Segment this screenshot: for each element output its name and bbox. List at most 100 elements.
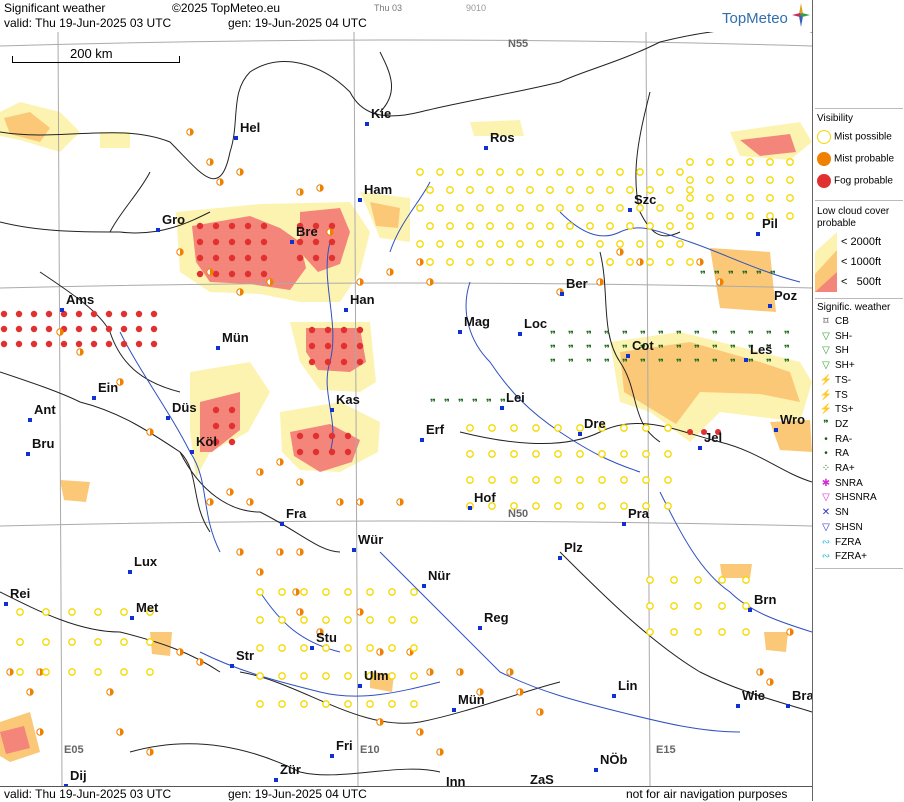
lowcloud-legend-label: < 2000ft xyxy=(841,236,882,248)
city-marker xyxy=(92,396,96,400)
svg-text:❞: ❞ xyxy=(586,330,592,341)
svg-text:❞: ❞ xyxy=(748,330,754,341)
svg-text:❞: ❞ xyxy=(550,358,556,369)
city-label: Wro xyxy=(780,412,806,427)
city-label: Ant xyxy=(34,402,56,417)
visibility-title: Visibility xyxy=(817,113,853,124)
sigwx-legend-label: SH+ xyxy=(835,360,855,372)
sigwx-legend-label: SH xyxy=(835,345,849,357)
shower-icon: ▽ xyxy=(822,345,830,357)
svg-text:❞: ❞ xyxy=(784,358,790,369)
city-marker xyxy=(468,506,472,510)
city-marker xyxy=(500,406,504,410)
city-label: Lei xyxy=(506,390,525,405)
city-label: Mag xyxy=(464,314,490,329)
freezing-rain-heavy-icon: ∾ xyxy=(821,551,831,563)
city-marker xyxy=(156,228,160,232)
svg-text:❞: ❞ xyxy=(658,358,664,369)
city-marker xyxy=(280,522,284,526)
svg-text:❞: ❞ xyxy=(712,358,718,369)
sigwx-legend-label: SNRA xyxy=(835,477,863,489)
svg-text:❞: ❞ xyxy=(586,344,592,355)
city-label: Fri xyxy=(336,738,353,753)
svg-text:❞: ❞ xyxy=(676,358,682,369)
svg-text:❞: ❞ xyxy=(658,344,664,355)
city-label: Bre xyxy=(296,224,318,239)
svg-text:❞: ❞ xyxy=(712,330,718,341)
city-marker xyxy=(756,232,760,236)
cb-icon: ⌑ xyxy=(823,316,829,327)
svg-text:❞: ❞ xyxy=(676,344,682,355)
city-marker xyxy=(60,308,64,312)
city-label: Gro xyxy=(162,212,186,227)
svg-text:❞: ❞ xyxy=(640,358,646,369)
city-label: Wür xyxy=(358,532,384,547)
city-label: Loc xyxy=(524,316,548,331)
city-label: Pil xyxy=(762,216,778,231)
svg-text:❞: ❞ xyxy=(444,398,450,409)
city-marker xyxy=(558,556,562,560)
visibility-legend-label: Fog probable xyxy=(834,175,893,187)
svg-text:❞: ❞ xyxy=(748,344,754,355)
city-label: Pra xyxy=(628,506,649,521)
city-marker xyxy=(234,136,238,140)
sleet-icon: ✱ xyxy=(821,477,831,489)
map-header: Significant weather ©2025 TopMeteo.eu Th… xyxy=(0,0,812,33)
rain-heavy-icon: ⁘ xyxy=(821,463,831,474)
city-label: Bru xyxy=(32,436,55,451)
svg-text:❞: ❞ xyxy=(500,398,506,409)
weather-map[interactable]: ❞ ❞ ❞ ❞ ❞ ❞ ❞ ❞ ❞ ❞ ❞ ❞ ❞ ❞ ❞ ❞ ❞ ❞ ❞ ❞ ❞ ❞ ❞ ❞ ❞ ❞ ❞ ❞ ❞ ❞ ❞ ❞ ❞ ❞ ❞ ❞ ❞ ❞ ❞ ❞… xyxy=(0,32,812,786)
city-label: Inn xyxy=(446,774,466,786)
city-marker xyxy=(274,778,278,782)
shower-heavy-icon: ▽ xyxy=(822,360,830,372)
city-label: Ros xyxy=(490,130,515,145)
svg-text:❞: ❞ xyxy=(550,344,556,355)
sigwx-legend-label: DZ xyxy=(835,418,849,430)
svg-text:❞: ❞ xyxy=(766,344,772,355)
city-marker xyxy=(216,346,220,350)
scale-label: 200 km xyxy=(70,46,113,61)
visibility-legend-item: Mist possible xyxy=(817,130,892,144)
svg-text:❞: ❞ xyxy=(728,270,734,281)
city-label: Plz xyxy=(564,540,583,555)
svg-text:❞: ❞ xyxy=(748,358,754,369)
city-label: Cot xyxy=(632,338,654,353)
city-marker xyxy=(748,608,752,612)
city-marker xyxy=(578,432,582,436)
city-label: Szc xyxy=(634,192,657,207)
city-label: Ams xyxy=(66,292,95,307)
city-marker xyxy=(4,602,8,606)
footer-gen: gen: 19-Jun-2025 04 UTC xyxy=(228,787,367,801)
svg-text:❞: ❞ xyxy=(694,330,700,341)
city-marker xyxy=(330,408,334,412)
city-label: Ein xyxy=(98,380,119,395)
sigwx-legend-label: RA xyxy=(835,448,849,460)
city-marker xyxy=(458,330,462,334)
footer-disclaimer: not for air navigation purposes xyxy=(626,787,788,801)
city-label: Dre xyxy=(584,416,606,431)
sigwx-legend-item: ▽ SHSN xyxy=(817,522,863,533)
svg-text:❞: ❞ xyxy=(604,344,610,355)
city-marker xyxy=(774,428,778,432)
sigwx-legend-label: SHSNRA xyxy=(835,492,877,504)
thunderstorm-icon: ⚡ xyxy=(819,389,833,401)
city-marker xyxy=(290,240,294,244)
city-label: Hel xyxy=(240,120,261,135)
city-label: Jel xyxy=(704,430,723,445)
lowcloud-legend: < 2000ft < 1000ft < 500ft xyxy=(813,232,904,292)
city-label: Poz xyxy=(774,288,798,303)
footer-valid: valid: Thu 19-Jun-2025 03 UTC xyxy=(4,787,172,801)
sigwx-legend-label: FZRA xyxy=(835,536,862,548)
sigwx-legend-item: ❞ DZ xyxy=(817,419,848,430)
lowcloud-legend-label: < 500ft xyxy=(841,276,882,288)
sleet-shower-icon: ▽ xyxy=(822,492,830,504)
shower-light-icon: ▽ xyxy=(822,330,830,342)
city-label: Kie xyxy=(371,106,392,121)
legend-panel: Visibility Mist possible Mist probable Fog… xyxy=(812,0,904,801)
sigwx-legend-item: ▽ SHSNRA xyxy=(817,492,877,503)
city-marker xyxy=(698,446,702,450)
city-marker xyxy=(422,584,426,588)
sigwx-legend-item: ▽ SH xyxy=(817,345,849,356)
city-marker xyxy=(64,784,68,786)
svg-text:❞: ❞ xyxy=(756,270,762,281)
